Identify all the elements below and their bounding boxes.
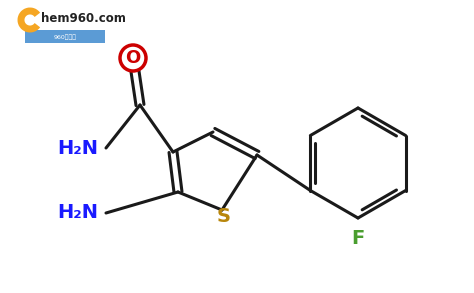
Text: H₂N: H₂N — [57, 139, 99, 158]
Text: F: F — [351, 229, 365, 248]
Circle shape — [120, 45, 146, 71]
Text: S: S — [217, 207, 231, 226]
Text: O: O — [126, 49, 141, 67]
FancyBboxPatch shape — [25, 30, 105, 43]
Text: hem960.com: hem960.com — [41, 13, 126, 25]
Text: H₂N: H₂N — [57, 204, 99, 222]
Text: 960化工网: 960化工网 — [54, 34, 76, 40]
